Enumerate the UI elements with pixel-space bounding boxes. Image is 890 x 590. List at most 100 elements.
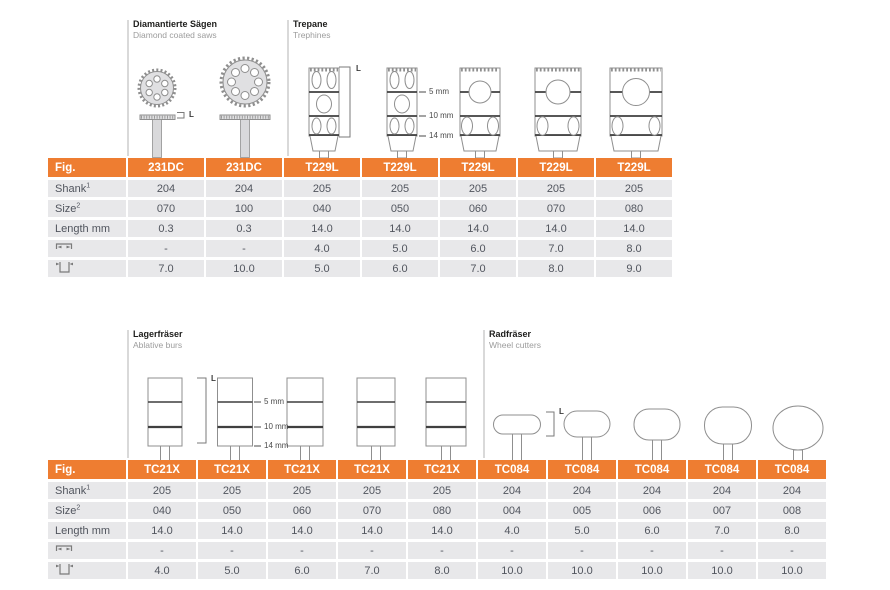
group-heading-ablative-burs: Lagerfräser Ablative burs (133, 329, 183, 350)
fig-cell: TC084 (478, 460, 546, 479)
value-cell: - (758, 542, 826, 559)
value-cell: 10.0 (206, 260, 282, 277)
diamond-saw-large-illustration (219, 56, 271, 158)
value-cell: 040 (284, 200, 360, 217)
saw-length-label: L (189, 110, 194, 119)
value-cell: - (268, 542, 336, 559)
value-cell: 10.0 (758, 562, 826, 579)
fig-cell: TC21X (338, 460, 406, 479)
wheel-cutter-illustration (704, 406, 752, 462)
depth-mark-label: 5 mm (264, 397, 284, 406)
row-label: Length mm (48, 522, 126, 539)
group-subtitle: Trephines (293, 30, 331, 40)
value-cell: 204 (128, 180, 204, 197)
group-subtitle: Wheel cutters (489, 340, 541, 350)
value-cell: 080 (408, 502, 476, 519)
value-cell: 14.0 (198, 522, 266, 539)
table-row: Length mm 0.3 0.3 14.0 14.0 14.0 14.0 14.0 (48, 220, 672, 237)
row-label-text: Length mm (55, 222, 111, 235)
row-label-text: Shank (55, 484, 87, 497)
fig-cell: TC21X (268, 460, 336, 479)
table-row: Shank1 205 205 205 205 205 204 204 204 204 204 (48, 482, 826, 499)
value-cell: 14.0 (408, 522, 476, 539)
value-cell: 204 (548, 482, 616, 499)
value-cell: 050 (198, 502, 266, 519)
table-row: Shank1 204 204 205 205 205 205 205 (48, 180, 672, 197)
value-cell: 10.0 (478, 562, 546, 579)
inner-diameter-icon (55, 544, 73, 551)
value-cell: 6.0 (362, 260, 438, 277)
inner-diameter-row-label (48, 240, 126, 257)
value-cell: - (548, 542, 616, 559)
group-divider (287, 20, 289, 156)
value-cell: - (128, 542, 196, 559)
row-label: Shank1 (48, 482, 126, 499)
group-divider (127, 20, 129, 156)
ablative-bur-illustration (286, 377, 324, 462)
value-cell: 205 (338, 482, 406, 499)
value-cell: 4.0 (478, 522, 546, 539)
value-cell: 10.0 (688, 562, 756, 579)
row-label-footnote: 1 (86, 181, 91, 189)
value-cell: 100 (206, 200, 282, 217)
value-cell: 14.0 (338, 522, 406, 539)
value-cell: - (338, 542, 406, 559)
row-label: Fig. (48, 460, 126, 479)
trephine-illustration (386, 67, 426, 158)
value-cell: 204 (758, 482, 826, 499)
row-label-text: Fig. (55, 161, 76, 174)
fig-cell: TC21X (198, 460, 266, 479)
value-cell: 060 (440, 200, 516, 217)
row-label-text: Size (55, 202, 77, 215)
wheel-cutter-illustration (493, 411, 555, 462)
ablative-bur-illustration (147, 377, 207, 462)
value-cell: 205 (198, 482, 266, 499)
value-cell: 205 (268, 482, 336, 499)
length-bracket (339, 66, 351, 138)
value-cell: 14.0 (128, 522, 196, 539)
value-cell: 14.0 (518, 220, 594, 237)
value-cell: 9.0 (596, 260, 672, 277)
value-cell: 5.0 (198, 562, 266, 579)
value-cell: 10.0 (618, 562, 686, 579)
spec-table-bottom: Fig. TC21X TC21X TC21X TC21X TC21X TC084 TC084 T… (46, 457, 828, 582)
row-label: Size2 (48, 200, 126, 217)
group-title: Diamantierte Sägen (133, 19, 218, 29)
value-cell: - (128, 240, 204, 257)
fig-cell: TC084 (688, 460, 756, 479)
value-cell: 7.0 (440, 260, 516, 277)
value-cell: - (478, 542, 546, 559)
value-cell: 7.0 (688, 522, 756, 539)
table-row: Size2 070 100 040 050 060 070 080 (48, 200, 672, 217)
value-cell: 205 (128, 482, 196, 499)
group-subtitle: Ablative burs (133, 340, 183, 350)
fig-cell: T229L (362, 158, 438, 177)
value-cell: - (206, 240, 282, 257)
fig-cell: T229L (596, 158, 672, 177)
fig-cell: TC084 (758, 460, 826, 479)
fig-cell: T229L (518, 158, 594, 177)
row-label-footnote: 2 (76, 503, 81, 511)
trephine-illustration (459, 67, 501, 158)
fig-cell: TC084 (618, 460, 686, 479)
value-cell: 204 (618, 482, 686, 499)
table-row: 4.0 5.0 6.0 7.0 8.0 10.0 10.0 10.0 10.0 10.0 (48, 562, 826, 579)
value-cell: 14.0 (440, 220, 516, 237)
value-cell: 205 (362, 180, 438, 197)
value-cell: 204 (206, 180, 282, 197)
value-cell: - (198, 542, 266, 559)
group-divider (483, 330, 485, 458)
row-label-text: Length mm (55, 524, 111, 537)
value-cell: 204 (688, 482, 756, 499)
inner-diameter-row-label (48, 542, 126, 559)
fig-cell: TC21X (408, 460, 476, 479)
group-heading-trephines: Trepane Trephines (293, 19, 330, 40)
row-label: Length mm (48, 220, 126, 237)
outer-diameter-row-label (48, 260, 126, 277)
value-cell: 205 (408, 482, 476, 499)
group-title: Lagerfräser (133, 329, 183, 339)
table-row: Fig. 231DC 231DC T229L T229L T229L T229L T229L (48, 158, 672, 177)
value-cell: 4.0 (128, 562, 196, 579)
value-cell: 8.0 (408, 562, 476, 579)
value-cell: 5.0 (362, 240, 438, 257)
